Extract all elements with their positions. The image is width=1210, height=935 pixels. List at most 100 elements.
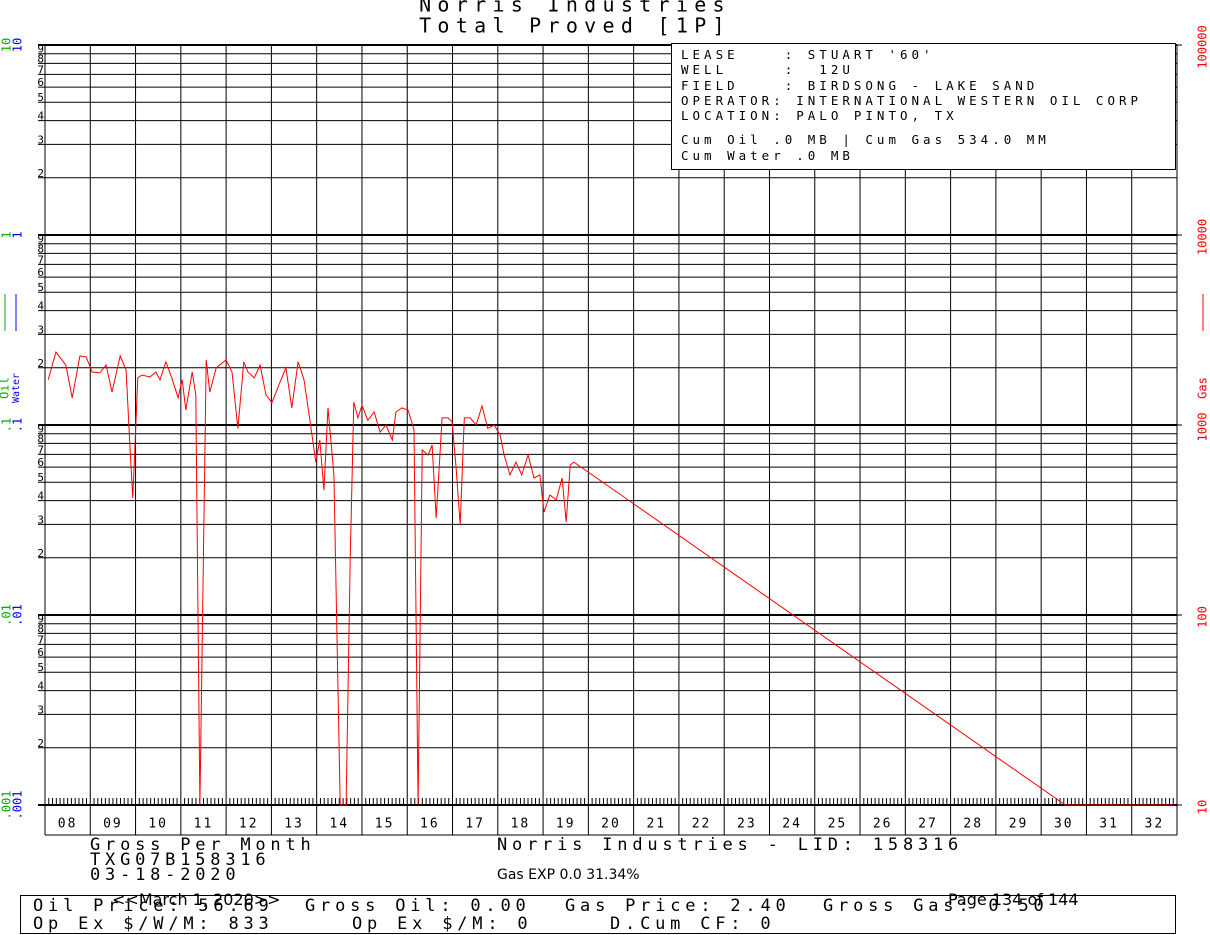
- footer-text: 03-18-2020: [90, 865, 241, 885]
- footer-value: Oil Price: 56.69: [33, 896, 274, 916]
- footer-value: Op Ex $/W/M: 833: [33, 914, 274, 934]
- y2-tick-label: 10000: [1196, 219, 1210, 255]
- minor-tick-label: 7: [37, 443, 44, 456]
- x-tick-label: 09: [103, 817, 123, 832]
- minor-tick-label: 9: [37, 613, 44, 626]
- y-tick-label: .01: [11, 604, 25, 626]
- minor-tick-label: 3: [37, 133, 44, 146]
- x-tick-label: 15: [375, 817, 395, 832]
- minor-tick-label: 8: [37, 52, 44, 65]
- y-tick-label: .1: [0, 418, 14, 432]
- y-tick-label: .1: [11, 418, 25, 432]
- y2-tick-label: 100: [1196, 606, 1210, 628]
- y-tick-label: .001: [0, 791, 14, 820]
- info-line: OPERATOR: INTERNATIONAL WESTERN OIL CORP: [681, 92, 1143, 108]
- gas-exp: Gas EXP 0.0 31.34%: [497, 867, 640, 883]
- minor-tick-label: 4: [37, 110, 44, 123]
- x-tick-label: 08: [58, 817, 78, 832]
- y2-tick-label: 10: [1196, 800, 1210, 814]
- minor-tick-label: 7: [37, 63, 44, 76]
- minor-tick-label: 3: [37, 323, 44, 336]
- minor-tick-label: 5: [37, 91, 44, 104]
- x-tick-label: 21: [646, 817, 666, 832]
- x-tick-label: 26: [873, 817, 893, 832]
- minor-tick-label: 4: [37, 490, 44, 503]
- spacer: [681, 123, 1175, 132]
- footer-text: TXG07B158316: [90, 850, 271, 870]
- minor-tick-label: 5: [37, 281, 44, 294]
- minor-tick-label: 6: [37, 646, 44, 659]
- y2-tick-label: 1000: [1196, 413, 1210, 442]
- minor-tick-label: 3: [37, 513, 44, 526]
- y2-tick-label: 100000: [1196, 25, 1210, 68]
- chart-title: Norris Industries: [419, 0, 731, 17]
- minor-tick-label: 5: [37, 661, 44, 674]
- info-line: FIELD : BIRDSONG - LAKE SAND: [681, 77, 1039, 93]
- y-tick-label: 10: [0, 38, 14, 52]
- info-line: Cum Water .0 MB: [681, 147, 854, 163]
- footer-value: Gross Oil: 0.00: [305, 896, 531, 916]
- minor-tick-label: 2: [37, 737, 44, 750]
- y-tick-label: .01: [0, 604, 14, 626]
- x-tick-label: 19: [556, 817, 576, 832]
- minor-tick-label: 9: [37, 43, 44, 56]
- report-date: <<March 1, 2020>>: [112, 890, 281, 909]
- footer-value: Op Ex $/M: 0: [352, 914, 533, 934]
- x-tick-label: 10: [148, 817, 168, 832]
- y-tick-label: 10: [11, 38, 25, 52]
- x-tick-label: 24: [782, 817, 802, 832]
- minor-tick-label: 5: [37, 471, 44, 484]
- y-tick-label: 1: [0, 231, 14, 238]
- footer-value: Gas Price: 2.40: [565, 896, 791, 916]
- x-tick-label: 22: [692, 817, 712, 832]
- minor-tick-label: 8: [37, 622, 44, 635]
- info-line: LEASE : STUART '60': [681, 47, 935, 62]
- x-tick-label: 11: [194, 817, 214, 832]
- x-tick-label: 13: [284, 817, 304, 832]
- minor-tick-label: 2: [37, 547, 44, 560]
- page-number: Page 134 of 144: [948, 890, 1079, 909]
- info-line: Cum Oil .0 MB | Cum Gas 534.0 MM: [681, 132, 1050, 148]
- x-tick-label: 23: [737, 817, 757, 832]
- x-tick-label: 16: [420, 817, 440, 832]
- footer-center: Norris Industries - LID: 158316: [497, 835, 964, 855]
- chart-subtitle: Total Proved [1P]: [419, 14, 731, 38]
- minor-tick-label: 6: [37, 266, 44, 279]
- y2-axis-label: Gas: [1196, 377, 1210, 399]
- x-tick-label: 29: [1009, 817, 1029, 832]
- x-tick-label: 27: [918, 817, 938, 832]
- y-axis-label: Water: [11, 373, 22, 403]
- x-tick-label: 20: [601, 817, 621, 832]
- info-line: WELL : 12U: [681, 62, 854, 78]
- info-line: LOCATION: PALO PINTO, TX: [681, 108, 958, 124]
- minor-tick-label: 9: [37, 423, 44, 436]
- x-tick-label: 25: [828, 817, 848, 832]
- x-tick-label: 32: [1145, 817, 1165, 832]
- footer-value: D.Cum CF: 0: [610, 914, 776, 934]
- x-tick-label: 12: [239, 817, 259, 832]
- minor-tick-label: 6: [37, 76, 44, 89]
- gas-line: [47, 351, 1176, 806]
- x-tick-label: 14: [329, 817, 349, 832]
- info-box: LEASE : STUART '60' WELL : 12U FIELD : B…: [671, 43, 1176, 170]
- y-tick-label: .001: [11, 791, 25, 820]
- x-tick-label: 17: [465, 817, 485, 832]
- minor-tick-label: 2: [37, 167, 44, 180]
- minor-tick-label: 8: [37, 432, 44, 445]
- minor-tick-label: 3: [37, 703, 44, 716]
- x-tick-label: 18: [511, 817, 531, 832]
- y-axis-label: Oil: [0, 377, 12, 399]
- x-tick-label: 28: [963, 817, 983, 832]
- footer-value: Gross Gas: 0.50: [823, 896, 1049, 916]
- x-tick-label: 30: [1054, 817, 1074, 832]
- minor-tick-label: 6: [37, 456, 44, 469]
- minor-tick-label: 4: [37, 300, 44, 313]
- minor-tick-label: 7: [37, 253, 44, 266]
- y-tick-label: 1: [11, 231, 25, 238]
- minor-tick-label: 2: [37, 357, 44, 370]
- footer-text: Gross Per Month: [90, 835, 316, 855]
- minor-tick-label: 8: [37, 242, 44, 255]
- x-tick-label: 31: [1099, 817, 1119, 832]
- minor-tick-label: 4: [37, 680, 44, 693]
